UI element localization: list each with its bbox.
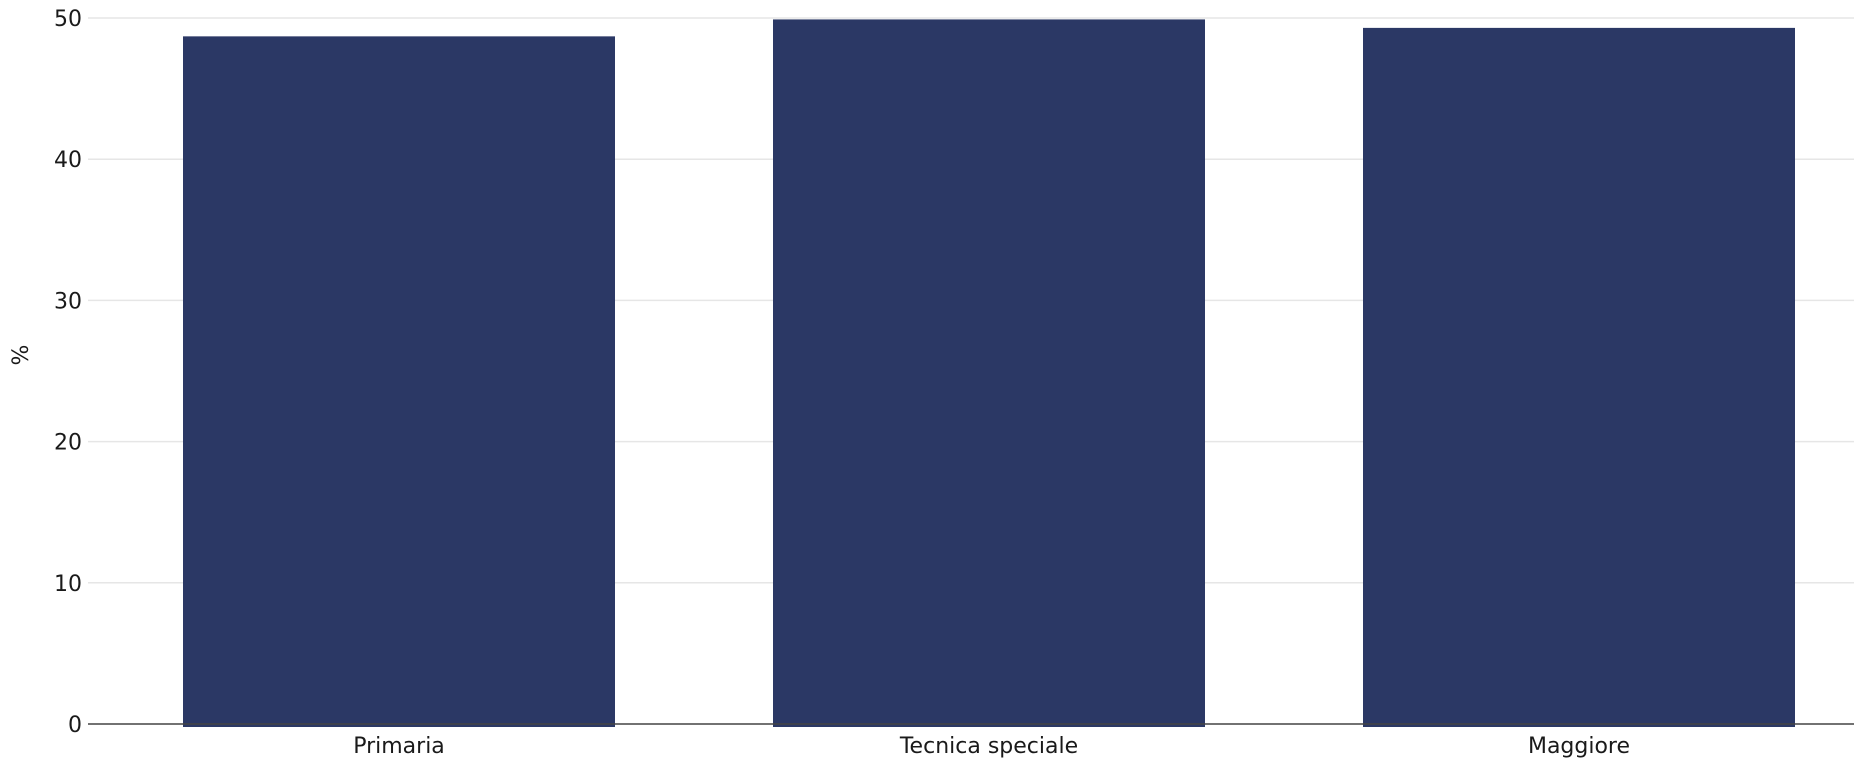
- y-tick-label: 40: [54, 148, 82, 173]
- x-tick-label: Maggiore: [1528, 734, 1630, 759]
- y-tick-label: 50: [54, 7, 82, 32]
- axis-layer: 0 10 20 30 40 50 Primaria Tecnica speciale Maggi…: [54, 7, 1854, 759]
- bar-tecnica-speciale: [773, 19, 1205, 728]
- y-axis-title: %: [9, 345, 34, 366]
- y-tick-label: 30: [54, 289, 82, 314]
- y-tick-label: 0: [68, 713, 82, 738]
- y-tick-label: 10: [54, 572, 82, 597]
- bar-layer: [183, 19, 1795, 728]
- bar-primaria: [183, 36, 615, 727]
- x-tick-label: Tecnica speciale: [899, 734, 1078, 759]
- x-tick-label: Primaria: [353, 734, 445, 759]
- bar-maggiore: [1363, 27, 1795, 728]
- y-tick-label: 20: [54, 431, 82, 456]
